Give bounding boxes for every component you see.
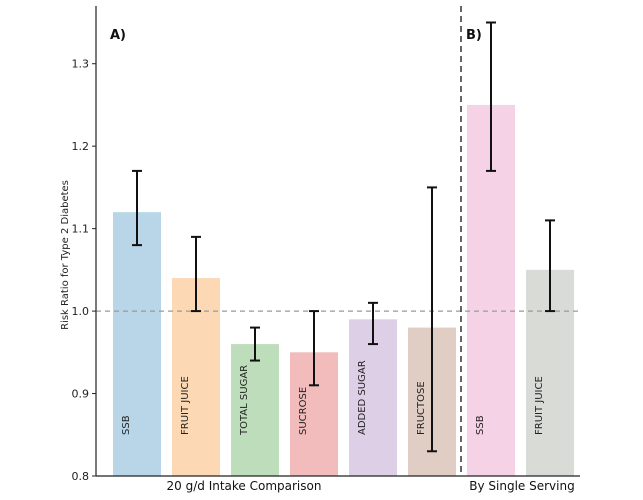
error-bar-b-2 (545, 219, 555, 313)
error-bar-a-3 (250, 326, 260, 362)
error-bars-layer (132, 21, 555, 453)
y-tick-label: 1.3 (72, 58, 90, 71)
error-bar-a-1 (132, 169, 142, 247)
bar-a-1 (113, 212, 161, 476)
bars-layer (113, 104, 574, 477)
panel-a-label: A) (110, 28, 126, 43)
bar-label-a-5: ADDED SUGAR (357, 360, 368, 435)
bar-label-a-2: FRUIT JUICE (180, 376, 191, 435)
bar-label-a-1: SSB (121, 415, 132, 435)
bar-a-5 (349, 319, 397, 476)
y-axis-label: Risk Ratio for Type 2 Diabetes (60, 180, 71, 330)
bar-label-a-6: FRUCTOSE (416, 381, 427, 435)
panel-b-label: B) (466, 28, 482, 43)
error-bar-a-5 (368, 301, 378, 346)
y-tick-label: 0.8 (72, 470, 90, 483)
error-bar-a-2 (191, 235, 201, 313)
bar-labels-layer: SSB FRUIT JUICE TOTAL SUGAR SUCROSE ADDED SU… (121, 360, 545, 436)
y-tick-label: 1.1 (72, 223, 90, 236)
y-tick-label: 1.2 (72, 140, 90, 153)
panel-b-group-label: By Single Serving (469, 479, 574, 493)
error-bar-a-4 (309, 310, 319, 387)
bar-a-3 (231, 344, 279, 476)
error-bar-a-6 (427, 186, 437, 453)
panel-a-group-label: 20 g/d Intake Comparison (167, 479, 322, 493)
bar-label-b-1: SSB (475, 415, 486, 435)
bar-label-a-3: TOTAL SUGAR (239, 365, 250, 436)
error-bar-b-1 (486, 21, 496, 172)
y-tick-label: 1.0 (72, 305, 90, 318)
axes-layer: 0.8 0.9 1.0 1.1 1.2 1.3 (72, 6, 580, 483)
bar-label-b-2: FRUIT JUICE (534, 376, 545, 435)
bar-label-a-4: SUCROSE (298, 387, 309, 435)
y-tick-label: 0.9 (72, 388, 90, 401)
